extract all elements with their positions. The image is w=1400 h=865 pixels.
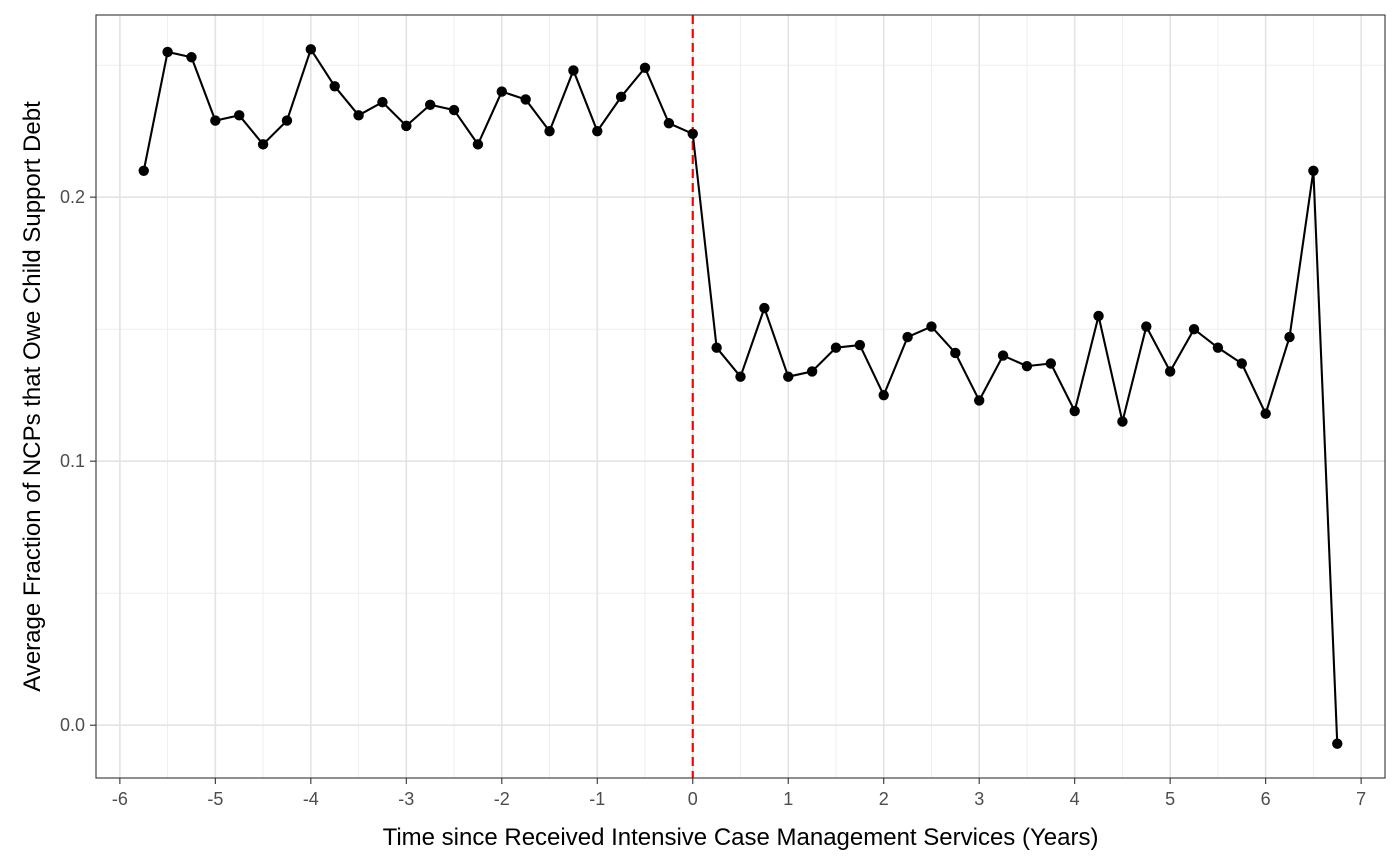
x-tick-label: -6 xyxy=(112,789,128,809)
data-point xyxy=(1332,738,1343,749)
x-tick-label: 1 xyxy=(783,789,793,809)
data-point xyxy=(1045,358,1057,369)
x-tick-label: 4 xyxy=(1070,789,1080,809)
data-point xyxy=(854,339,866,351)
data-point xyxy=(1212,342,1224,353)
x-tick-label: 7 xyxy=(1356,789,1366,809)
data-point xyxy=(1093,310,1104,322)
data-point xyxy=(735,371,746,382)
y-tick-label: 0.0 xyxy=(60,715,85,735)
data-point xyxy=(974,395,985,406)
data-point xyxy=(1284,331,1295,343)
x-tick-label: 5 xyxy=(1165,789,1175,809)
x-tick-label: -3 xyxy=(398,789,414,809)
x-tick-label: -5 xyxy=(207,789,223,809)
data-point xyxy=(1188,323,1200,335)
y-axis-title: Average Fraction of NCPs that Owe Child … xyxy=(19,101,46,692)
data-point xyxy=(950,347,961,359)
data-point xyxy=(806,366,818,377)
data-point xyxy=(1308,165,1319,176)
x-tick-label: -1 xyxy=(589,789,605,809)
data-point xyxy=(210,115,221,126)
x-tick-label: -2 xyxy=(494,789,510,809)
data-point xyxy=(1069,405,1080,417)
data-point xyxy=(878,389,889,401)
data-point xyxy=(1117,416,1128,427)
x-tick-label: 0 xyxy=(688,789,698,809)
data-point xyxy=(138,165,149,176)
data-point xyxy=(281,115,293,126)
data-point xyxy=(186,52,197,63)
x-tick-label: 3 xyxy=(974,789,984,809)
x-tick-label: -4 xyxy=(303,789,319,809)
data-point xyxy=(1260,408,1271,419)
data-point xyxy=(902,331,913,343)
data-point xyxy=(1164,366,1176,377)
y-axis-ticks: 0.0 0.1 0.2 xyxy=(60,187,96,735)
data-point xyxy=(1141,321,1152,332)
data-point xyxy=(592,125,603,137)
data-point xyxy=(615,91,627,103)
plot-border xyxy=(95,14,1386,779)
data-point xyxy=(544,125,555,137)
data-point xyxy=(711,342,722,353)
y-tick-label: 0.1 xyxy=(60,451,85,471)
x-axis-title: Time since Received Intensive Case Manag… xyxy=(383,824,1099,851)
data-point xyxy=(472,139,484,150)
data-points xyxy=(138,44,1343,749)
data-point xyxy=(568,65,579,76)
data-point xyxy=(997,350,1009,361)
data-point xyxy=(401,120,412,132)
x-tick-label: 2 xyxy=(879,789,889,809)
data-point xyxy=(257,139,269,150)
data-point xyxy=(1021,360,1033,372)
data-point xyxy=(329,81,340,92)
data-point xyxy=(926,321,937,332)
data-point xyxy=(448,104,460,116)
data-point xyxy=(234,110,245,121)
data-point xyxy=(353,110,364,121)
data-point xyxy=(520,94,531,105)
data-point xyxy=(1236,358,1247,369)
x-tick-label: 6 xyxy=(1261,789,1271,809)
y-tick-label: 0.2 xyxy=(60,187,85,207)
data-point xyxy=(424,99,436,110)
data-point xyxy=(496,86,507,97)
x-axis-ticks: -6 -5 -4 -3 -2 -1 0 1 2 3 4 5 6 7 xyxy=(112,778,1366,809)
data-point xyxy=(759,302,770,314)
data-point xyxy=(162,46,173,58)
data-point xyxy=(830,342,842,353)
data-point xyxy=(687,128,698,140)
data-point xyxy=(783,371,794,382)
data-point xyxy=(377,96,388,108)
data-point xyxy=(305,44,317,55)
data-point xyxy=(663,118,675,129)
data-point xyxy=(639,62,651,74)
